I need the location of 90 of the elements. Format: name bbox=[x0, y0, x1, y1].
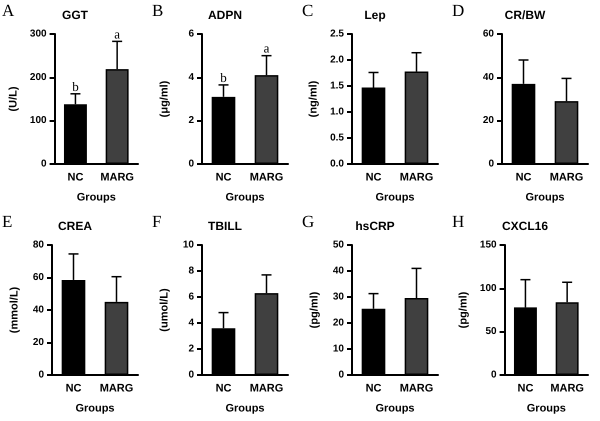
y-tick-label: 2.5 bbox=[330, 28, 344, 40]
y-tick-label: 20 bbox=[332, 317, 344, 328]
y-tick-label: 10 bbox=[182, 239, 194, 250]
annotation: b bbox=[72, 78, 79, 94]
annotation: b bbox=[220, 70, 227, 85]
x-tick-label: MARG bbox=[550, 172, 584, 184]
y-axis-title: (U/L) bbox=[8, 86, 20, 112]
y-tick-label: 6 bbox=[188, 28, 194, 40]
text: C bbox=[302, 1, 314, 20]
y-tick-label: 0 bbox=[41, 158, 48, 170]
y-tick-label: 50 bbox=[485, 326, 498, 337]
chart-title: ADPN bbox=[208, 8, 242, 22]
y-axis-title: (ng/ml) bbox=[308, 80, 320, 118]
y-axis-title: (pg/ml) bbox=[458, 290, 470, 328]
x-axis-title: Groups bbox=[525, 192, 565, 204]
x-tick-label: NC bbox=[517, 382, 534, 394]
chart-title: hsCRP bbox=[355, 218, 395, 232]
y-tick-label: 2 bbox=[188, 343, 194, 354]
text: G bbox=[302, 212, 314, 230]
y-tick-label: 60 bbox=[32, 272, 44, 282]
y-tick-label: 100 bbox=[30, 115, 48, 126]
y-tick-label: 0 bbox=[338, 369, 344, 380]
x-axis-title: Groups bbox=[225, 192, 265, 204]
y-tick-label: 150 bbox=[480, 239, 498, 250]
chart-title: TBILL bbox=[208, 218, 242, 232]
text: H bbox=[452, 212, 464, 230]
y-tick-label: 20 bbox=[482, 115, 494, 126]
y-tick-label: 1.0 bbox=[330, 106, 344, 118]
x-tick-label: MARG bbox=[400, 382, 434, 394]
annotation: a bbox=[264, 40, 270, 56]
y-tick-label: 300 bbox=[30, 28, 48, 40]
y-tick-label: 0 bbox=[491, 369, 498, 380]
y-tick-label: 8 bbox=[188, 265, 194, 276]
text: D bbox=[452, 1, 464, 20]
x-axis-title: Groups bbox=[75, 402, 115, 414]
y-tick-label: 40 bbox=[482, 72, 494, 83]
annotation: a bbox=[114, 26, 120, 42]
x-tick-label: NC bbox=[366, 172, 382, 184]
x-tick-label: NC bbox=[516, 172, 532, 184]
x-axis-title: Groups bbox=[375, 192, 415, 204]
x-tick-label: MARG bbox=[400, 172, 434, 184]
text: F bbox=[152, 212, 162, 230]
y-tick-label: 60 bbox=[482, 28, 494, 40]
y-tick-label: 6 bbox=[188, 291, 194, 302]
chart-title: GGT bbox=[62, 8, 89, 22]
y-tick-label: 200 bbox=[30, 72, 48, 83]
x-axis-title: Groups bbox=[526, 402, 566, 414]
x-tick-label: NC bbox=[366, 382, 382, 394]
y-tick-label: 80 bbox=[32, 239, 44, 250]
y-tick-label: 30 bbox=[332, 291, 344, 302]
y-tick-label: 10 bbox=[332, 343, 344, 354]
y-tick-label: 40 bbox=[332, 265, 344, 276]
y-tick-label: 2 bbox=[188, 115, 194, 126]
y-tick-label: 0.0 bbox=[330, 158, 344, 170]
text: A bbox=[2, 1, 15, 20]
y-tick-label: 4 bbox=[188, 317, 194, 328]
x-axis-title: Groups bbox=[375, 402, 415, 414]
y-tick-label: 50 bbox=[332, 239, 344, 250]
y-tick-label: 4 bbox=[188, 72, 194, 83]
y-tick-label: 20 bbox=[32, 336, 44, 348]
y-tick-label: 100 bbox=[480, 282, 498, 294]
y-tick-label: 0 bbox=[188, 158, 194, 170]
text: E bbox=[2, 212, 12, 230]
y-axis-title: (mmol/L) bbox=[8, 286, 20, 333]
x-tick-label: NC bbox=[216, 382, 232, 394]
x-tick-label: MARG bbox=[100, 382, 134, 394]
y-tick-label: 2.0 bbox=[330, 54, 344, 66]
y-tick-label: 0 bbox=[188, 369, 194, 380]
y-tick-label: 0 bbox=[488, 158, 494, 170]
x-tick-label: NC bbox=[216, 172, 232, 184]
x-tick-label: MARG bbox=[100, 172, 134, 184]
y-tick-label: 1.5 bbox=[330, 80, 344, 92]
y-axis-title: (pg/ml) bbox=[308, 290, 320, 328]
x-tick-label: MARG bbox=[550, 382, 584, 394]
chart-title: CXCL16 bbox=[502, 218, 548, 232]
x-tick-label: NC bbox=[66, 382, 82, 394]
text: B bbox=[152, 1, 164, 20]
x-tick-label: MARG bbox=[250, 382, 284, 394]
x-tick-label: NC bbox=[67, 172, 84, 184]
y-tick-label: 0 bbox=[38, 369, 44, 380]
x-tick-label: MARG bbox=[250, 172, 284, 184]
x-axis-title: Groups bbox=[225, 402, 265, 414]
x-axis-title: Groups bbox=[76, 192, 116, 204]
chart-title: CREA bbox=[58, 218, 92, 232]
y-tick-label: 40 bbox=[32, 304, 44, 315]
chart-title: CR/BW bbox=[504, 8, 546, 22]
y-axis-title: (μg/ml) bbox=[158, 80, 170, 118]
y-axis-title: (umol/L) bbox=[158, 287, 170, 332]
y-tick-label: 0.5 bbox=[330, 132, 344, 144]
chart-title: Lep bbox=[364, 8, 386, 22]
